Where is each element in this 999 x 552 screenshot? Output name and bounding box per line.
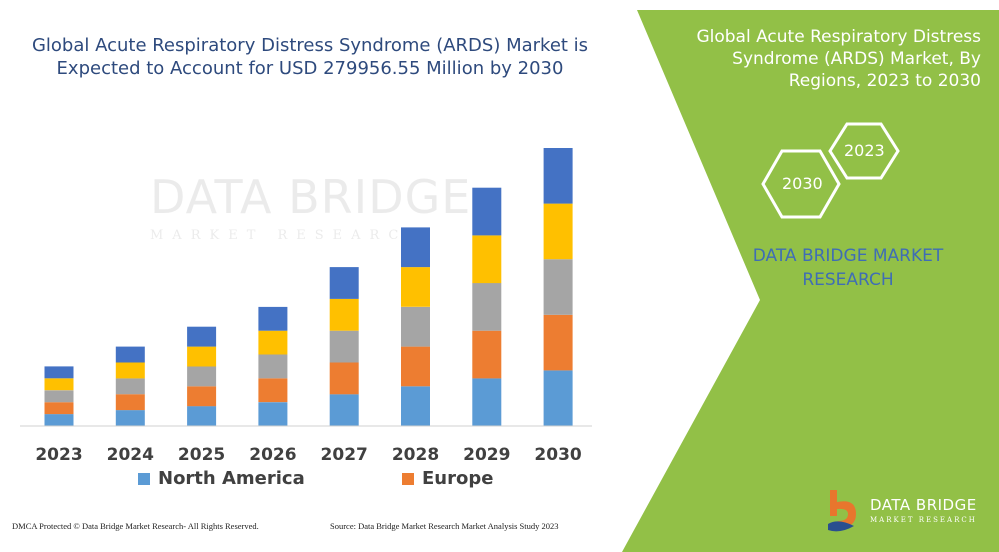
side-brand-text: DATA BRIDGE MARKET RESEARCH	[752, 246, 944, 290]
bar-segment-2023-s1	[44, 402, 74, 415]
logo-subtitle: MARKET RESEARCH	[870, 516, 977, 524]
logo-title: DATA BRIDGE	[870, 496, 977, 514]
x-tick-label-2029: 2029	[463, 445, 510, 465]
footer-copyright: DMCA Protected © Data Bridge Market Rese…	[12, 521, 259, 531]
bar-group	[44, 148, 573, 426]
bar-segment-2024-s0	[115, 410, 145, 426]
x-tick-label-2028: 2028	[392, 445, 439, 465]
legend-item-north-america: North America	[138, 468, 305, 489]
x-tick-label-2026: 2026	[249, 445, 296, 465]
footer-source: Source: Data Bridge Market Research Mark…	[330, 521, 559, 531]
bar-segment-2025-s3	[187, 346, 217, 367]
legend-label-north-america: North America	[158, 468, 305, 489]
bar-segment-2023-s0	[44, 414, 74, 426]
bar-segment-2025-s4	[187, 326, 217, 347]
bar-segment-2023-s3	[44, 378, 74, 391]
chart-title: Global Acute Respiratory Distress Syndro…	[31, 35, 589, 79]
bar-segment-2030-s0	[543, 370, 573, 426]
bar-segment-2029-s3	[472, 235, 502, 284]
bar-segment-2023-s2	[44, 390, 74, 403]
bar-segment-2026-s1	[258, 378, 288, 403]
legend-item-europe: Europe	[402, 468, 493, 489]
x-tick-label-2030: 2030	[534, 445, 581, 465]
watermark-subtitle: MARKET RESEARCH	[150, 228, 428, 243]
bar-segment-2024-s3	[115, 362, 145, 379]
x-tick-label-2024: 2024	[107, 445, 154, 465]
hexagon-2030	[761, 149, 841, 219]
bar-segment-2025-s0	[187, 406, 217, 426]
bar-segment-2029-s2	[472, 283, 502, 331]
legend-swatch-europe	[402, 472, 414, 485]
bar-segment-2025-s1	[187, 386, 217, 407]
legend-swatch-north-america	[138, 472, 150, 485]
bar-segment-2025-s2	[187, 366, 217, 387]
bar-segment-2024-s2	[115, 378, 145, 395]
x-tick-label-2027: 2027	[321, 445, 368, 465]
bar-segment-2028-s1	[401, 346, 430, 387]
bar-segment-2026-s2	[258, 354, 288, 379]
bar-segment-2026-s3	[258, 330, 288, 355]
bar-segment-2028-s2	[401, 306, 430, 347]
bar-segment-2027-s4	[329, 267, 359, 299]
bar-segment-2026-s0	[258, 402, 288, 426]
bar-segment-2028-s4	[401, 227, 430, 268]
bar-segment-2029-s1	[472, 330, 502, 379]
bar-segment-2030-s3	[543, 203, 573, 260]
bar-segment-2029-s0	[472, 378, 502, 426]
x-tick-group: 2023 2024 2025 2026 2027 2028 2029 2030	[35, 445, 582, 465]
watermark-title: DATA BRIDGE	[150, 170, 472, 224]
bar-segment-2030-s4	[543, 148, 573, 204]
bar-segment-2027-s0	[329, 394, 359, 426]
x-tick-label-2023: 2023	[35, 445, 82, 465]
side-panel-title: Global Acute Respiratory Distress Syndro…	[696, 27, 981, 91]
bar-segment-2023-s4	[44, 366, 74, 379]
hexagon-2023-label: 2023	[844, 141, 885, 160]
bar-segment-2027-s1	[329, 362, 359, 395]
bar-segment-2027-s3	[329, 298, 359, 331]
legend: North America Europe	[0, 468, 640, 492]
green-panel-shape	[622, 10, 999, 552]
bar-segment-2030-s2	[543, 259, 573, 315]
bar-segment-2029-s4	[472, 187, 502, 236]
bar-segment-2027-s2	[329, 330, 359, 363]
company-logo-icon	[828, 490, 856, 532]
bar-segment-2026-s4	[258, 306, 288, 331]
bar-segment-2028-s0	[401, 386, 430, 426]
bar-segment-2024-s1	[115, 394, 145, 411]
bar-segment-2024-s4	[115, 346, 145, 363]
x-tick-label-2025: 2025	[178, 445, 225, 465]
bar-segment-2030-s1	[543, 314, 573, 371]
hexagon-2030-label: 2030	[782, 174, 823, 193]
hexagon-2023	[828, 122, 900, 180]
bar-segment-2028-s3	[401, 267, 430, 307]
legend-label-europe: Europe	[422, 468, 494, 489]
chart-plot: 2023 2024 2025 2026 2027 2028 2029 2030	[20, 148, 592, 465]
